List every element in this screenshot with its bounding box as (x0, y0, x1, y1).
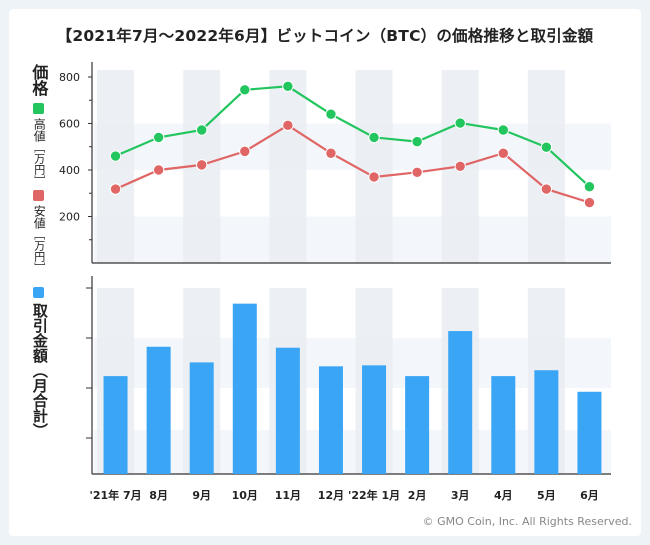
low-price-point (368, 171, 380, 183)
low-price-point (152, 164, 165, 176)
high-price-point (497, 124, 509, 136)
volume-bar (146, 346, 171, 474)
high-price-point (325, 108, 337, 120)
x-tick-label: 5月 (537, 489, 556, 502)
volume-bar (103, 376, 128, 474)
high-price-point (152, 131, 165, 144)
volume-bar (491, 376, 516, 474)
volume-legend-swatch (33, 287, 44, 298)
low-unit-text: ［万円］ (32, 229, 46, 273)
low-label-text: 安値 (32, 205, 47, 229)
high-price-point (239, 84, 251, 96)
volume-label-text: 取引金額 (30, 303, 49, 363)
volume-bands (94, 288, 611, 474)
price-points (109, 80, 596, 209)
x-tick-label: '21年 7月 (89, 488, 141, 502)
low-price-point (325, 147, 337, 159)
price-grid-band (94, 216, 611, 263)
volume-bar (577, 391, 602, 474)
price-axis: 200 400 600 800 (59, 62, 611, 264)
price-column-band (355, 70, 393, 263)
price-column-band (269, 70, 307, 263)
high-price-point (109, 150, 122, 162)
x-tick-label: 6月 (580, 489, 599, 502)
price-y-tick-label: 600 (59, 117, 80, 130)
high-price-point (583, 181, 596, 193)
high-price-point (368, 131, 380, 144)
volume-bars (103, 303, 602, 474)
low-price-point (239, 145, 251, 158)
low-price-line (115, 124, 590, 204)
low-price-point (282, 119, 294, 132)
high-price-point (454, 117, 466, 129)
copyright: © GMO Coin, Inc. All Rights Reserved. (422, 515, 632, 528)
volume-bar (232, 303, 257, 474)
high-price-point (196, 124, 208, 136)
volume-axis (86, 276, 611, 475)
high-price-point (411, 135, 423, 148)
low-price-point (497, 147, 509, 159)
volume-bar (405, 376, 430, 474)
low-legend-swatch (33, 190, 44, 201)
x-tick-label: 3月 (451, 489, 470, 502)
price-bands (94, 70, 611, 263)
low-price-point (196, 159, 208, 171)
volume-unit-text: （月合計） (30, 363, 49, 438)
x-tick-label: 12月 (318, 489, 344, 502)
x-tick-label: 8月 (149, 489, 168, 502)
low-price-point (411, 166, 423, 179)
x-tick-label: 9月 (192, 489, 211, 502)
price-column-band (97, 70, 135, 263)
x-tick-label: 11月 (275, 489, 301, 502)
low-price-point (583, 196, 596, 209)
low-price-point (454, 160, 466, 172)
volume-bar (275, 347, 300, 474)
price-lines (115, 85, 591, 204)
high-price-line (115, 85, 591, 188)
price-y-tick-label: 200 (59, 210, 80, 223)
price-column-band (527, 70, 565, 263)
price-label-text: 価格 (29, 64, 49, 96)
high-price-point (282, 80, 294, 92)
price-y-tick-label: 800 (59, 71, 80, 84)
high-price-point (540, 141, 553, 153)
x-tick-label: 4月 (494, 489, 513, 502)
volume-grid-band (94, 338, 611, 388)
high-unit-text: ［万円］ (32, 142, 46, 186)
volume-bar (448, 331, 473, 474)
volume-legend-label: 取引金額 （月合計） (26, 303, 52, 438)
price-y-tick-label: 400 (59, 164, 80, 177)
high-legend-swatch (33, 103, 44, 114)
low-legend-label: 安値 ［万円］ (26, 205, 52, 273)
volume-bar (189, 362, 214, 474)
low-price-point (109, 183, 122, 195)
price-label: 価格 (24, 64, 52, 96)
high-label-text: 高値 (32, 118, 47, 142)
volume-bar (534, 370, 559, 474)
x-tick-label: 10月 (232, 489, 258, 502)
high-legend-label: 高値 ［万円］ (26, 118, 52, 186)
low-price-point (540, 183, 553, 195)
volume-bar (318, 366, 343, 474)
volume-grid-band (94, 430, 611, 474)
x-axis-labels: '21年 7月 8月 9月 10月 11月 12月 '22年 1月 2月 3月 4月 5月 6月 (89, 488, 598, 502)
chart-title: 【2021年7月〜2022年6月】ビットコイン（BTC）の価格推移と取引金額 (56, 27, 594, 45)
volume-bar (362, 365, 387, 474)
price-grid-band (94, 123, 611, 170)
x-tick-label: '22年 1月 (348, 488, 400, 502)
x-tick-label: 2月 (408, 489, 427, 502)
